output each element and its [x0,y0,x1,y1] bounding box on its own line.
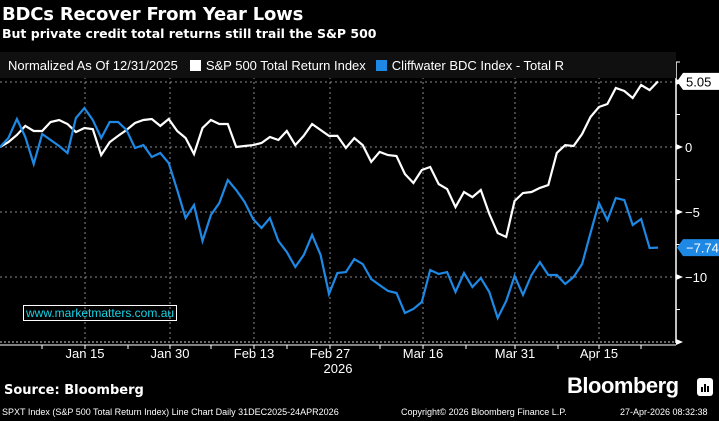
legend: Normalized As Of 12/31/2025 S&P 500 Tota… [0,52,676,78]
bdc-last-value: −7.74 [686,241,719,256]
y-tick-marker [676,274,683,280]
axis-labels: 0 −5 −10 Jan 15 Jan 30 Feb 13 Feb 27 Mar 16 Mar … [65,72,719,376]
axes [0,61,683,349]
timestamp: 27-Apr-2026 08:32:38 [620,407,708,417]
sp500-last-value-badge [677,72,719,90]
series-lines [0,80,659,321]
watermark-link[interactable]: www.marketmatters.com.au [23,305,178,321]
x-tick-label: Apr 15 [580,346,618,361]
y-tick-marker [676,209,683,215]
chart-description: SPXT Index (S&P 500 Total Return Index) … [2,407,339,417]
bloomberg-terminal-icon [697,378,713,396]
legend-label-sp500: S&P 500 Total Return Index [205,57,366,73]
copyright: Copyright© 2026 Bloomberg Finance L.P. [401,407,567,417]
normalized-label: Normalized As Of 12/31/2025 [8,57,178,73]
chart-title: BDCs Recover From Year Lows [2,4,304,25]
legend-swatch-sp500 [189,59,201,71]
source-label: Source: Bloomberg [4,383,144,398]
x-tick-label: Jan 30 [150,346,189,361]
bdc-line [0,106,659,321]
x-tick-label: Jan 15 [65,346,104,361]
y-tick-marker [676,144,683,150]
chart-subtitle: But private credit total returns still t… [2,26,377,41]
legend-item-sp500: S&P 500 Total Return Index [189,57,366,73]
bloomberg-logo: Bloomberg [567,373,679,398]
bdc-last-value-badge [677,239,719,257]
legend-item-bdc: Cliffwater BDC Index - Total R [375,57,564,73]
x-year-label: 2026 [324,361,353,376]
grid-lines [0,52,676,343]
x-tick-label: Feb 27 [310,346,350,361]
legend-label-bdc: Cliffwater BDC Index - Total R [391,57,564,73]
x-tick-label: Feb 13 [234,346,274,361]
legend-swatch-bdc [375,59,387,71]
y-tick-label: −10 [685,270,707,285]
x-tick-label: Mar 31 [495,346,535,361]
y-tick-label: 0 [685,140,692,155]
y-tick-marker [676,339,683,345]
sp500-last-value: 5.05 [686,74,711,89]
x-tick-label: Mar 16 [403,346,443,361]
y-tick-label: −5 [685,205,700,220]
sp500-line [0,80,659,239]
